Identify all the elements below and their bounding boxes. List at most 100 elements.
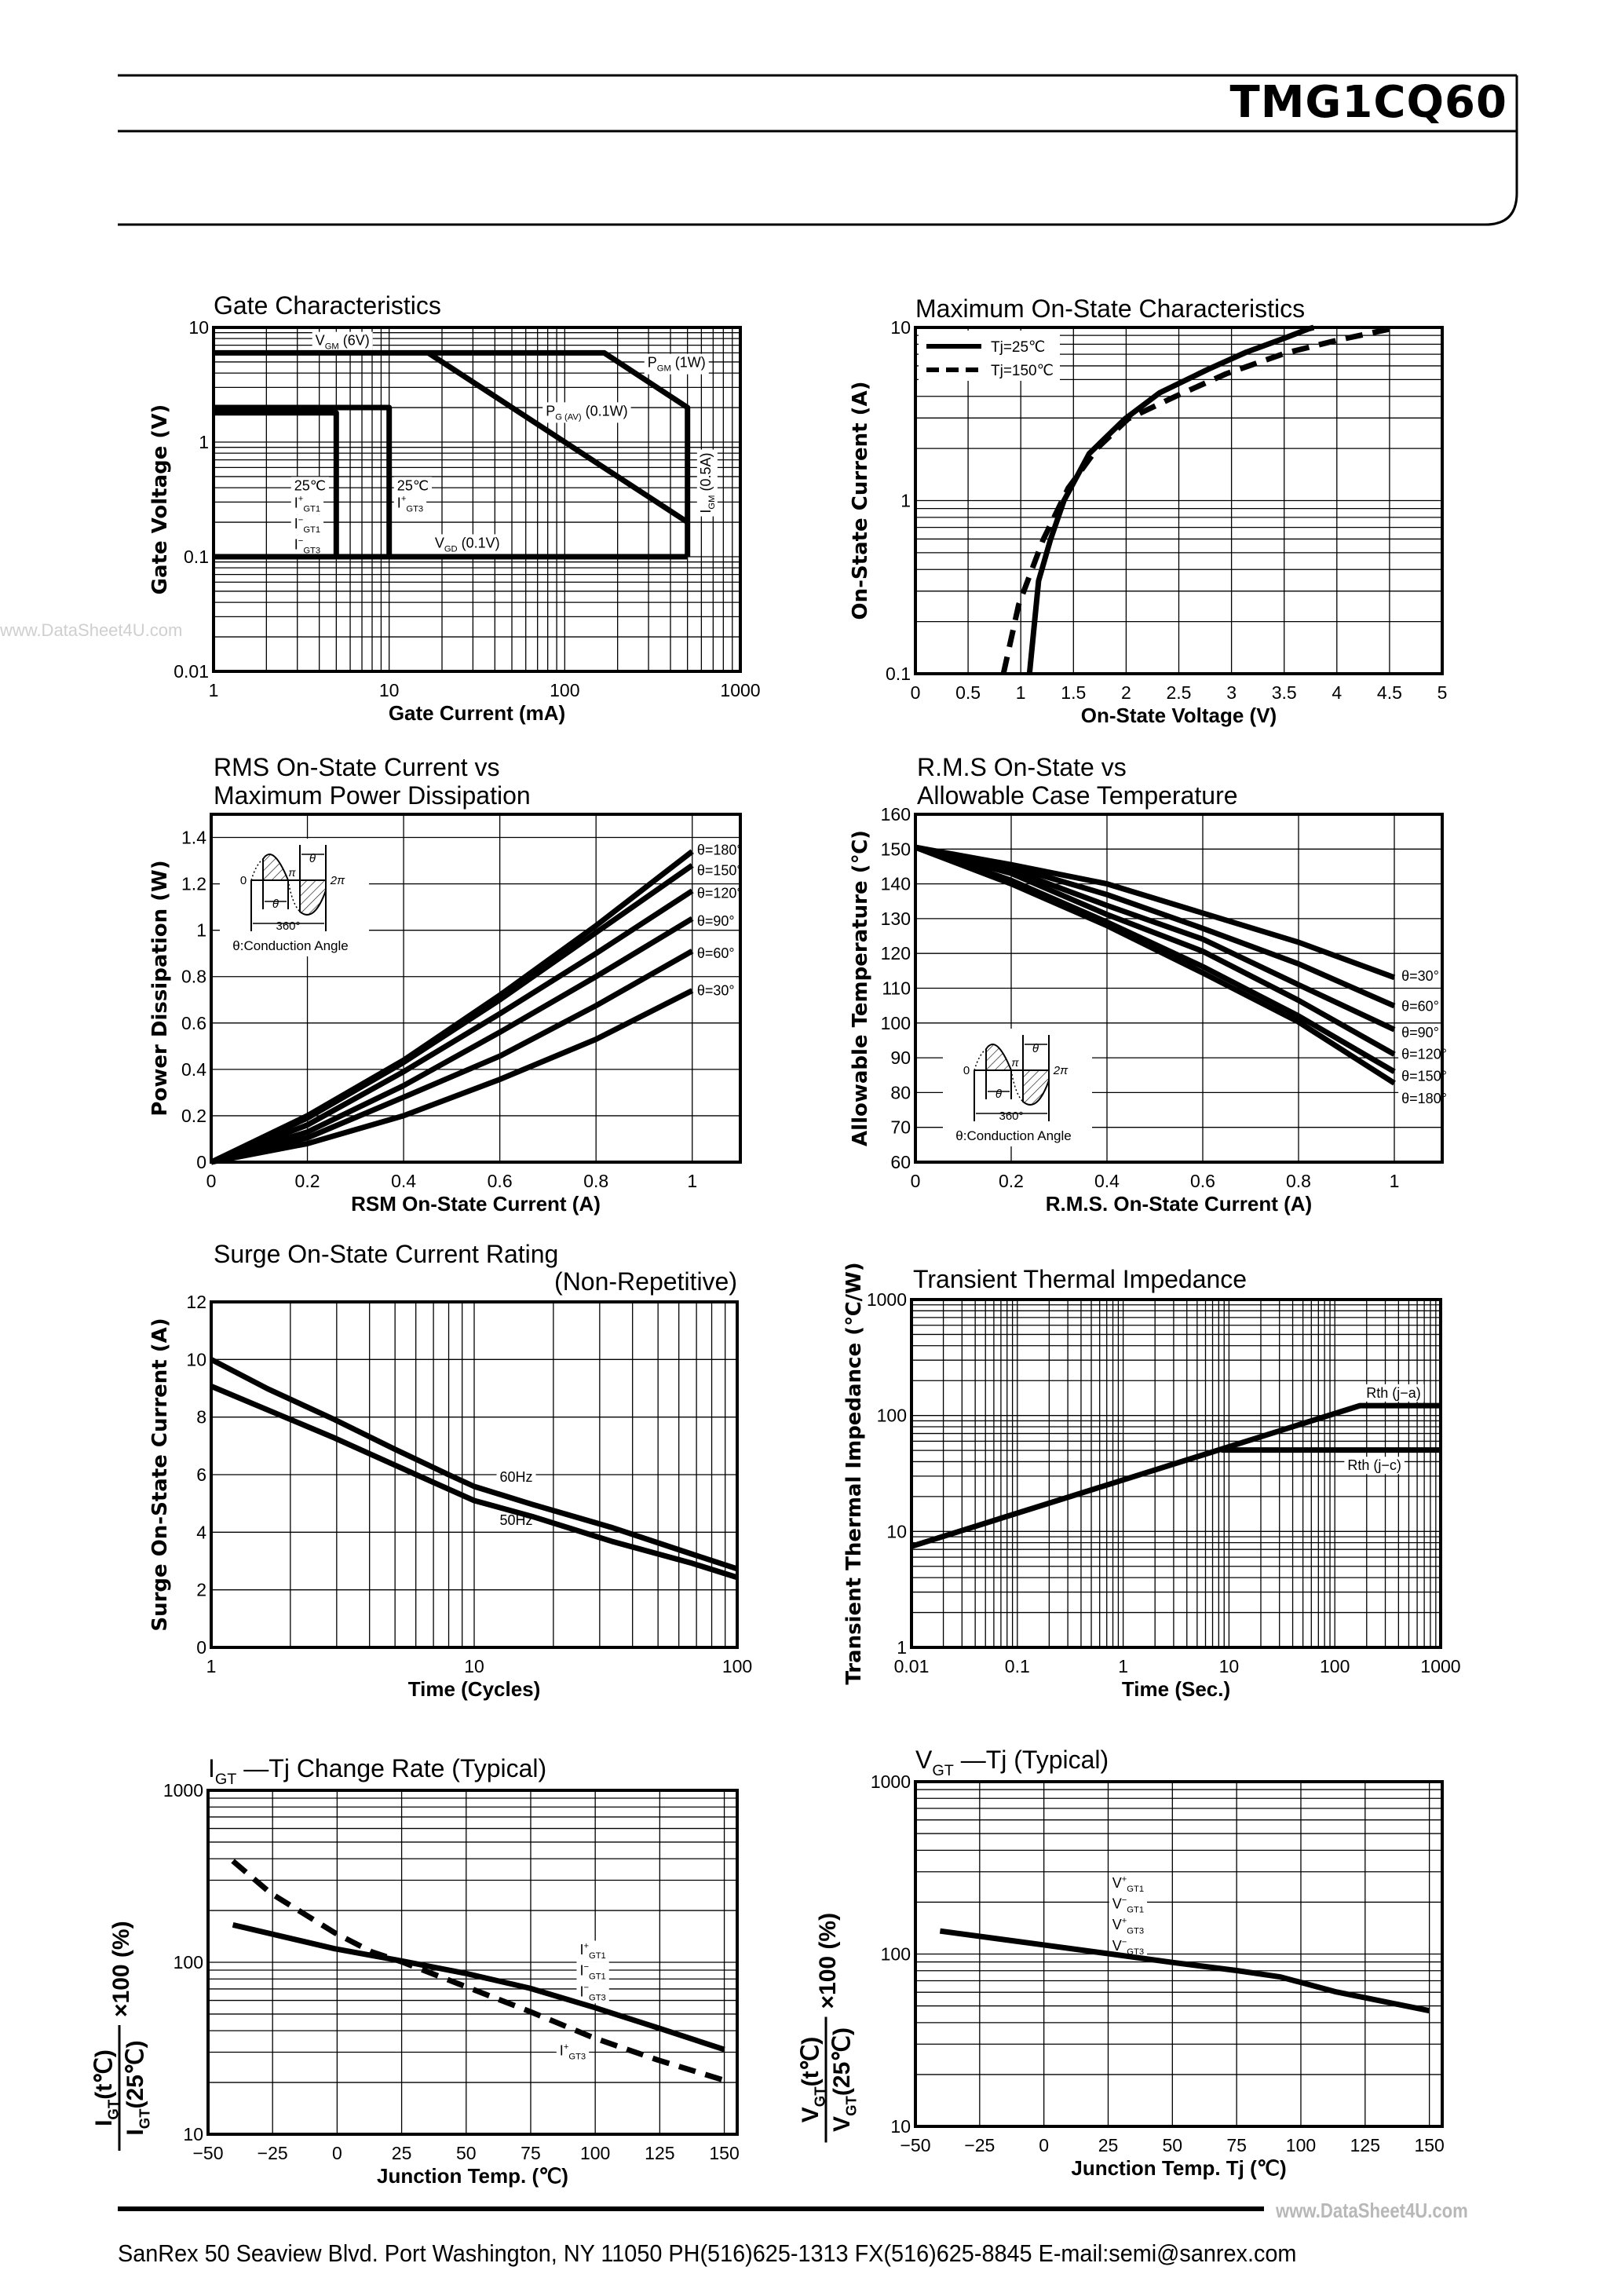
label-background xyxy=(290,514,324,536)
dotted-wave xyxy=(974,1048,1024,1102)
x-tick-label: 0 xyxy=(911,682,921,703)
y-tick-label: 0.4 xyxy=(181,1059,206,1080)
curve-label: θ=120° xyxy=(1398,1045,1450,1063)
inset-background xyxy=(943,1029,1092,1146)
y-tick-label: 100 xyxy=(881,1944,911,1965)
inset-caption: θ:Conduction Angle xyxy=(955,1128,1071,1143)
chart-7: IGT —Tj Change Rate (Typical)−50 −25 0 25 50… xyxy=(91,1754,740,2188)
curve-label: I−GT1 xyxy=(576,1961,609,1983)
label-background xyxy=(393,477,433,495)
curve-label-text: θ=150° xyxy=(1401,1068,1447,1084)
curve-label-text: VGM (6V) xyxy=(316,333,370,352)
x-tick-label: 100 xyxy=(1286,2135,1316,2155)
x-tick-label: 125 xyxy=(1350,2135,1380,2155)
legend-background xyxy=(919,331,1060,381)
footer-address: SanRex 50 Seaview Blvd. Port Washington,… xyxy=(118,2239,1297,2267)
curve-label-text: IGM (0.5A) xyxy=(698,453,717,514)
y-label-denominator: IGT(25℃) xyxy=(122,2040,152,2135)
x-tick-label: 0.01 xyxy=(894,1656,930,1676)
label-background xyxy=(693,841,746,859)
curve-label-text: θ=150° xyxy=(697,862,743,878)
curve-label-text: V−GT1 xyxy=(1112,1896,1144,1915)
curve-label: I+GT1 xyxy=(576,1940,609,1962)
inset-background xyxy=(220,839,369,956)
x-tick-label: 25 xyxy=(392,2143,412,2163)
y-tick-label: 130 xyxy=(881,909,911,929)
label-background xyxy=(644,353,709,375)
y-axis-label: On-State Current (A) xyxy=(849,382,872,620)
dotted-wave xyxy=(250,858,301,912)
y-tick-label: 8 xyxy=(196,1407,206,1428)
label-background xyxy=(290,535,324,557)
text-segment: I xyxy=(122,2129,148,2135)
inset-period-label: 360° xyxy=(276,919,300,933)
text-segment: I xyxy=(397,495,401,510)
label-background xyxy=(1363,1384,1424,1402)
inset-theta-label: θ xyxy=(309,852,316,865)
curve-label-text: 25℃ xyxy=(397,477,429,493)
curve-label-text: θ=60° xyxy=(1401,999,1439,1015)
label-background xyxy=(576,1982,609,2004)
label-background xyxy=(290,477,330,495)
conduction-angle-diagram: 0 π 2π θ θ 360° θ:Conduction Angle xyxy=(943,1029,1092,1146)
text-segment: (0.1W) xyxy=(582,403,628,419)
curve-label: I−GT3 xyxy=(576,1982,609,2004)
part-number-title: TMG1CQ60 xyxy=(1229,77,1507,128)
text-subscript: GT1 xyxy=(1127,1885,1144,1894)
label-background xyxy=(496,1468,536,1486)
text-subscript: GT xyxy=(811,2086,827,2107)
series-line-2 xyxy=(210,1384,739,1581)
x-tick-label: −50 xyxy=(192,2143,223,2163)
series-line-2 xyxy=(1000,324,1398,675)
chart-1: Gate Characteristics 1 10 100 1000 0.01 0.1 1 10… xyxy=(148,291,761,725)
y-tick-label: 150 xyxy=(881,839,911,859)
x-axis-label: On-State Voltage (V) xyxy=(1081,704,1277,727)
x-tick-label: 0.8 xyxy=(1286,1171,1311,1191)
text-supscript: − xyxy=(298,515,304,525)
inset-axes xyxy=(250,845,327,931)
curve-label: 25℃ xyxy=(393,477,433,495)
text-segment: (t℃) xyxy=(91,2049,117,2100)
curve-label: IGM (0.5A) xyxy=(696,449,718,517)
curve-label-text: I+GT1 xyxy=(579,1942,605,1961)
chart-5: Surge On-State Current Rating(Non-Repeti… xyxy=(148,1240,752,1701)
label-background xyxy=(693,982,738,1000)
inset-caption: θ:Conduction Angle xyxy=(232,938,348,953)
y-tick-label: 10 xyxy=(183,2124,203,2144)
x-tick-label: 0.6 xyxy=(1190,1171,1215,1191)
x-tick-label: 1 xyxy=(209,680,219,700)
y-axis-label: IGT(t℃)IGT(25℃)×100 (%) xyxy=(91,1921,152,2151)
y-tick-label: 60 xyxy=(890,1152,911,1172)
x-tick-label: 125 xyxy=(645,2143,674,2163)
chart-8: VGT —Tj (Typical)−50 −25 0 25 50 75 100 125 1501… xyxy=(798,1746,1445,2180)
x-tick-label: 75 xyxy=(1226,2135,1247,2155)
series-line-1 xyxy=(1026,324,1315,675)
text-subscript: GT xyxy=(104,2099,121,2119)
x-tick-label: 0 xyxy=(911,1171,921,1191)
label-background xyxy=(393,493,427,515)
plot-border xyxy=(210,813,742,1164)
plot-border xyxy=(212,326,742,673)
y-tick-label: 1.2 xyxy=(181,874,206,894)
inset-zero-label: 0 xyxy=(240,874,247,887)
series-line-4 xyxy=(915,844,1396,1057)
text-segment: V xyxy=(435,535,444,550)
x-tick-label: 2.5 xyxy=(1167,682,1192,703)
text-subscript: GT1 xyxy=(1127,1906,1144,1915)
label-background xyxy=(693,884,746,902)
curve-label-text: I+GT3 xyxy=(560,2042,586,2062)
y-tick-label: 100 xyxy=(877,1406,907,1426)
curve-label: θ=180° xyxy=(1398,1090,1450,1108)
x-tick-label: 1 xyxy=(687,1171,697,1191)
legend-label: Tj=25℃ xyxy=(991,339,1045,356)
label-background xyxy=(576,1940,609,1962)
label-background xyxy=(1398,1067,1450,1085)
y-tick-label: 2 xyxy=(196,1580,206,1600)
x-tick-label: 0 xyxy=(332,2143,342,2163)
x-tick-label: 0.8 xyxy=(583,1171,608,1191)
x-tick-label: 1.5 xyxy=(1061,682,1086,703)
curve-label: θ=150° xyxy=(1398,1067,1450,1085)
text-segment: V xyxy=(1112,1917,1122,1932)
series-line-5 xyxy=(214,404,393,557)
